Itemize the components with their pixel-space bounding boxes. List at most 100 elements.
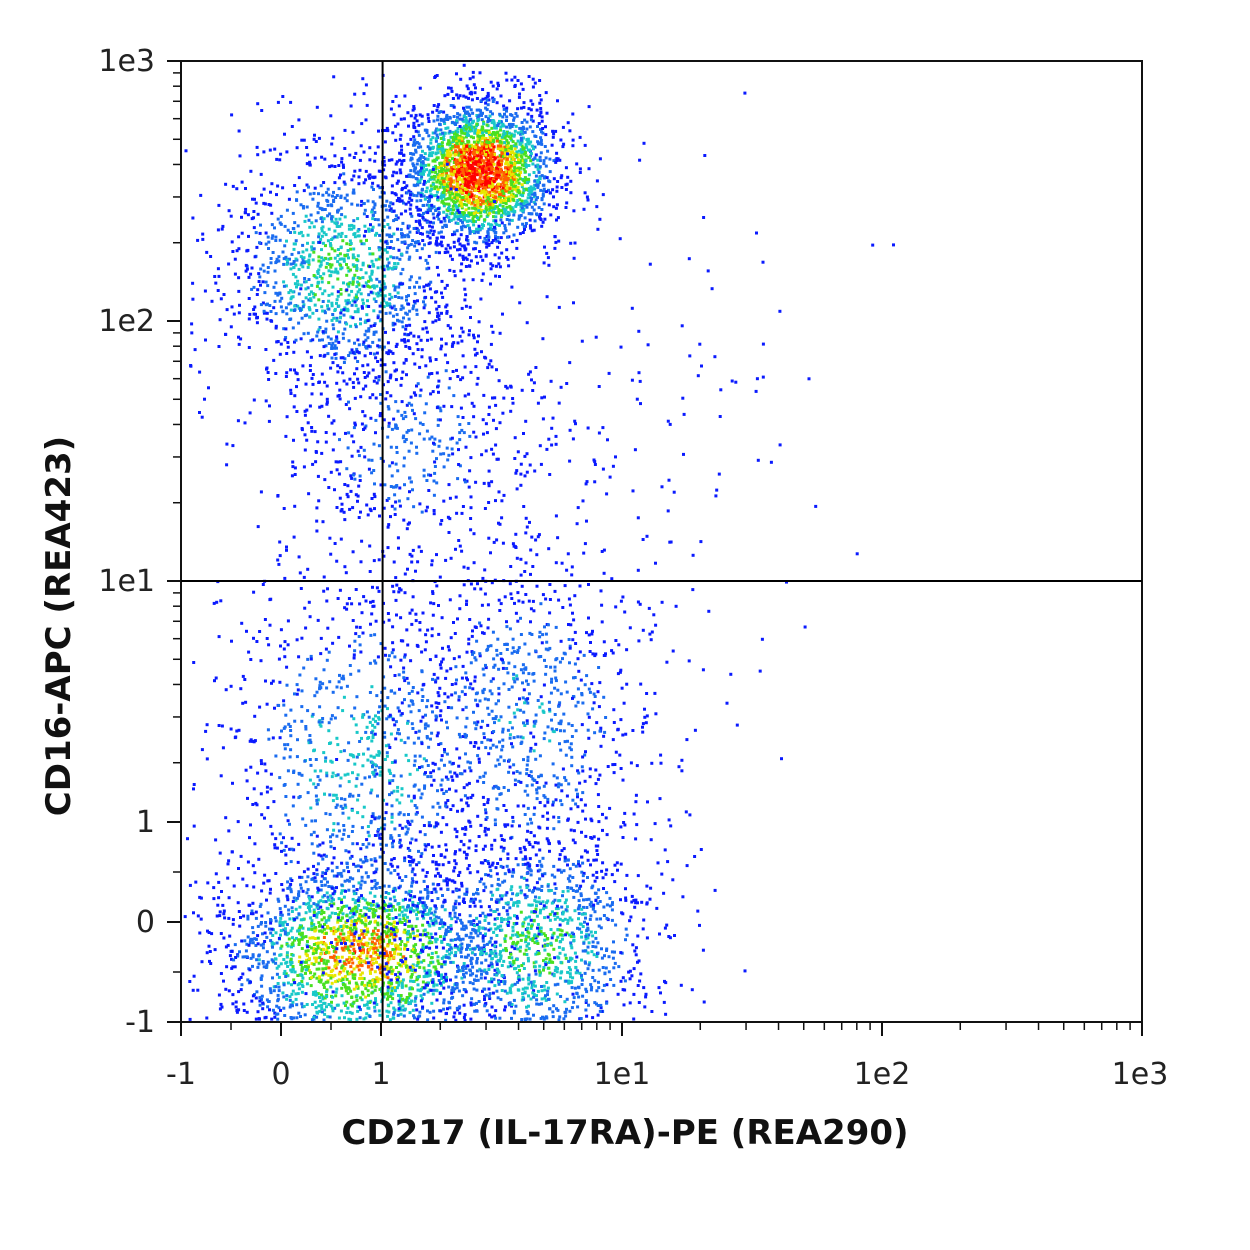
event-dot bbox=[361, 410, 365, 414]
event-dot bbox=[452, 240, 456, 244]
event-dot bbox=[478, 250, 482, 253]
density-dots bbox=[183, 63, 895, 1022]
event-dot bbox=[315, 309, 319, 312]
event-dot bbox=[430, 435, 434, 439]
event-dot bbox=[452, 341, 456, 345]
event-dot bbox=[356, 234, 360, 238]
event-dot bbox=[505, 131, 509, 134]
event-dot bbox=[311, 338, 315, 342]
event-dot bbox=[515, 201, 519, 205]
event-dot bbox=[375, 292, 379, 296]
event-dot bbox=[403, 94, 407, 98]
event-dot bbox=[396, 291, 400, 295]
event-dot bbox=[368, 146, 372, 150]
event-dot bbox=[254, 944, 258, 947]
event-dot bbox=[371, 340, 375, 344]
event-dot bbox=[456, 172, 460, 176]
event-dot bbox=[459, 155, 463, 159]
event-dot bbox=[426, 375, 430, 379]
event-dot bbox=[266, 371, 270, 374]
event-dot bbox=[523, 181, 527, 184]
event-dot bbox=[269, 319, 273, 323]
event-dot bbox=[399, 171, 403, 175]
event-dot bbox=[368, 345, 372, 349]
event-dot bbox=[442, 193, 446, 197]
event-dot bbox=[451, 144, 455, 148]
event-dot bbox=[315, 284, 319, 288]
event-dot bbox=[362, 340, 366, 344]
event-dot bbox=[451, 233, 454, 237]
event-dot bbox=[413, 143, 417, 147]
event-dot bbox=[295, 285, 298, 289]
event-dot bbox=[191, 297, 195, 301]
event-dot bbox=[400, 320, 404, 324]
event-dot bbox=[423, 303, 427, 307]
event-dot bbox=[374, 619, 378, 623]
event-dot bbox=[442, 1007, 446, 1011]
event-dot bbox=[388, 311, 392, 315]
event-dot bbox=[267, 240, 271, 244]
event-dot bbox=[550, 443, 554, 447]
event-dot bbox=[461, 376, 465, 380]
event-dot bbox=[495, 139, 499, 143]
event-dot bbox=[351, 316, 355, 320]
event-dot bbox=[331, 341, 335, 345]
event-dot bbox=[310, 221, 314, 225]
event-dot bbox=[530, 144, 534, 148]
event-dot bbox=[207, 386, 210, 390]
event-dot bbox=[419, 177, 423, 181]
event-dot bbox=[465, 144, 469, 148]
event-dot bbox=[272, 306, 276, 310]
event-dot bbox=[433, 471, 437, 475]
event-dot bbox=[349, 474, 353, 478]
event-dot bbox=[278, 299, 282, 303]
event-dot bbox=[545, 251, 549, 255]
event-dot bbox=[274, 372, 278, 375]
event-dot bbox=[385, 199, 389, 203]
event-dot bbox=[426, 261, 430, 265]
event-dot bbox=[449, 172, 453, 176]
event-dot bbox=[289, 877, 293, 881]
event-dot bbox=[367, 293, 371, 297]
event-dot bbox=[393, 262, 397, 265]
event-dot bbox=[335, 298, 339, 302]
event-dot bbox=[418, 219, 422, 223]
event-dot bbox=[443, 148, 447, 152]
event-dot bbox=[455, 441, 459, 445]
event-dot bbox=[334, 196, 338, 199]
event-dot bbox=[413, 116, 417, 120]
event-dot bbox=[522, 105, 526, 109]
event-dot bbox=[315, 519, 319, 523]
event-dot bbox=[319, 263, 323, 267]
event-dot bbox=[315, 529, 319, 533]
event-dot bbox=[531, 130, 535, 134]
event-dot bbox=[497, 490, 501, 494]
event-dot bbox=[536, 167, 540, 171]
event-dot bbox=[479, 297, 483, 301]
event-dot bbox=[391, 926, 395, 930]
event-dot bbox=[388, 897, 392, 901]
event-dot bbox=[509, 207, 513, 211]
event-dot bbox=[521, 191, 525, 195]
event-dot bbox=[415, 231, 419, 234]
event-dot bbox=[492, 180, 496, 183]
event-dot bbox=[606, 438, 609, 442]
event-dot bbox=[264, 280, 268, 284]
event-dot bbox=[503, 141, 507, 145]
event-dot bbox=[500, 499, 504, 503]
event-dot bbox=[400, 338, 404, 342]
event-dot bbox=[465, 84, 469, 88]
event-dot bbox=[382, 225, 386, 229]
event-dot bbox=[502, 184, 506, 187]
event-dot bbox=[529, 150, 532, 154]
event-dot bbox=[481, 170, 485, 174]
event-dot bbox=[334, 460, 338, 464]
event-dot bbox=[362, 242, 366, 246]
event-dot bbox=[517, 181, 521, 185]
event-dot bbox=[293, 304, 297, 308]
event-dot bbox=[293, 466, 297, 470]
event-dot bbox=[522, 188, 526, 192]
event-dot bbox=[421, 923, 425, 927]
event-dot bbox=[411, 162, 415, 166]
event-dot bbox=[539, 151, 543, 155]
